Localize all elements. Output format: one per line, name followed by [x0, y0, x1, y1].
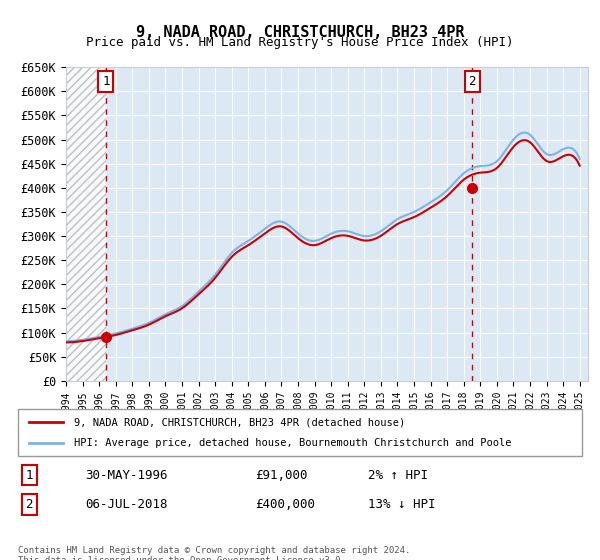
Text: 30-MAY-1996: 30-MAY-1996	[86, 469, 168, 482]
Text: 06-JUL-2018: 06-JUL-2018	[86, 498, 168, 511]
Text: 9, NADA ROAD, CHRISTCHURCH, BH23 4PR (detached house): 9, NADA ROAD, CHRISTCHURCH, BH23 4PR (de…	[74, 417, 406, 427]
Text: £400,000: £400,000	[255, 498, 315, 511]
Text: HPI: Average price, detached house, Bournemouth Christchurch and Poole: HPI: Average price, detached house, Bour…	[74, 438, 512, 448]
Text: 2: 2	[26, 498, 33, 511]
Text: 13% ↓ HPI: 13% ↓ HPI	[368, 498, 435, 511]
Bar	[66, 67, 106, 381]
Text: Contains HM Land Registry data © Crown copyright and database right 2024.
This d: Contains HM Land Registry data © Crown c…	[18, 546, 410, 560]
Text: Price paid vs. HM Land Registry's House Price Index (HPI): Price paid vs. HM Land Registry's House …	[86, 36, 514, 49]
Text: £91,000: £91,000	[255, 469, 307, 482]
Text: 2% ↑ HPI: 2% ↑ HPI	[368, 469, 428, 482]
Text: 2: 2	[469, 75, 476, 88]
Text: 1: 1	[26, 469, 33, 482]
FancyBboxPatch shape	[18, 409, 582, 456]
Text: 9, NADA ROAD, CHRISTCHURCH, BH23 4PR: 9, NADA ROAD, CHRISTCHURCH, BH23 4PR	[136, 25, 464, 40]
Text: 1: 1	[102, 75, 110, 88]
Bar	[66, 67, 106, 381]
